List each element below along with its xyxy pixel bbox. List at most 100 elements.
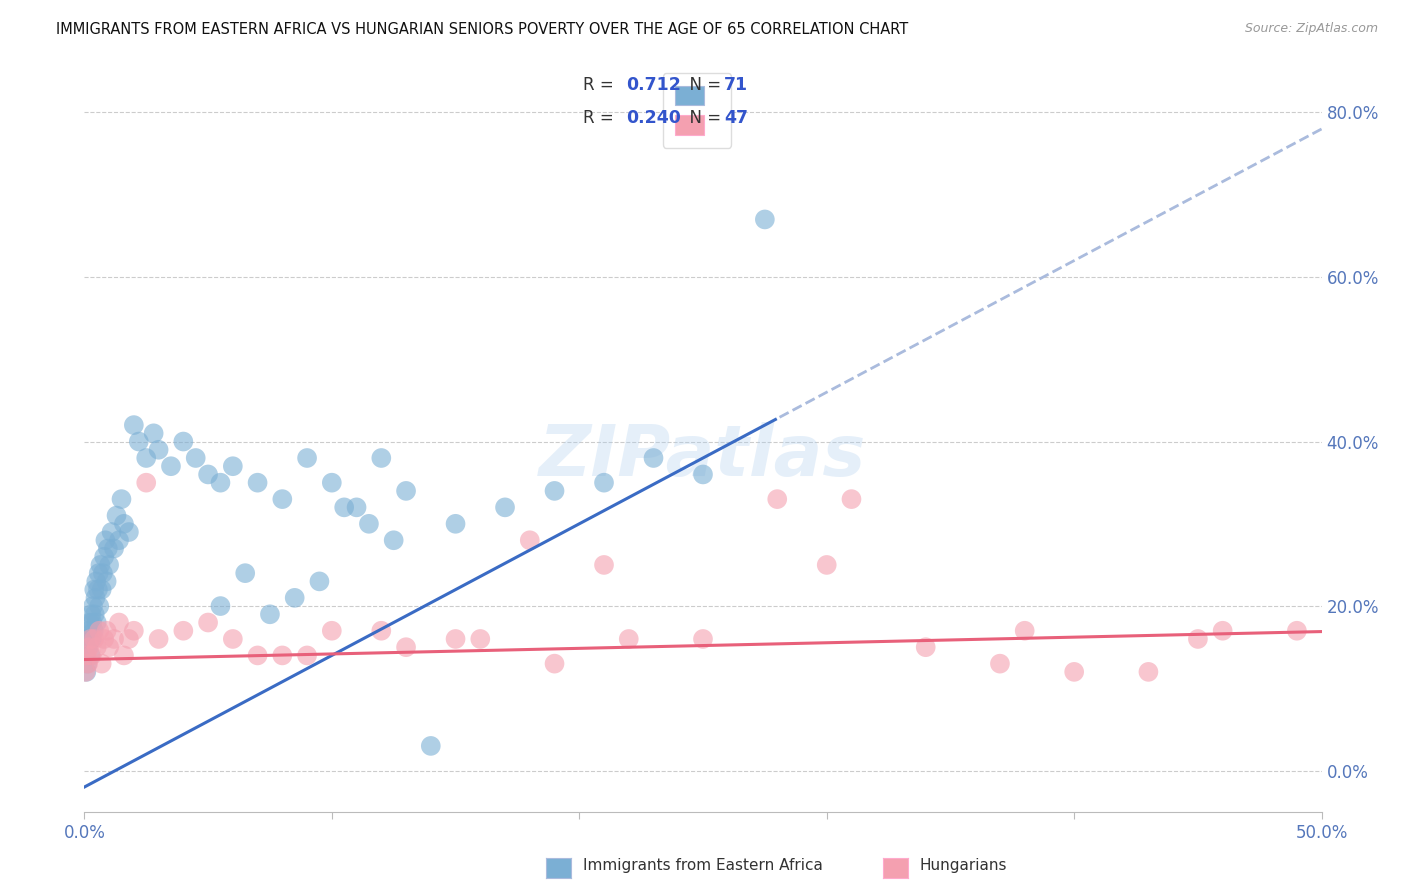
Point [79, 615, 101, 630]
Point [94, 533, 117, 548]
Point [470, 632, 492, 646]
Point [122, 624, 145, 638]
Point [142, 426, 165, 441]
Point [83, 582, 105, 597]
Point [754, 212, 776, 227]
Point [1212, 624, 1234, 638]
Point [77, 657, 100, 671]
Point [519, 533, 541, 548]
Point [914, 640, 936, 655]
Point [692, 632, 714, 646]
Point [103, 541, 125, 556]
Point [370, 450, 392, 465]
Point [617, 632, 640, 646]
Point [77, 624, 100, 638]
Point [128, 434, 150, 449]
Point [148, 632, 170, 646]
Point [108, 615, 131, 630]
Point [82, 615, 104, 630]
Point [75, 665, 97, 679]
Point [83, 624, 105, 638]
Point [105, 508, 128, 523]
Point [98, 558, 121, 572]
Point [160, 459, 183, 474]
Point [197, 467, 219, 482]
Text: R =: R = [583, 109, 620, 127]
Point [75, 648, 97, 663]
Point [108, 533, 131, 548]
Point [988, 657, 1011, 671]
Point [80, 648, 103, 663]
Point [96, 574, 118, 589]
Point [284, 591, 307, 605]
Point [233, 566, 256, 581]
Point [93, 549, 115, 564]
Point [79, 632, 101, 646]
Point [86, 640, 108, 655]
Text: 0.240: 0.240 [626, 109, 681, 127]
Text: Source: ZipAtlas.com: Source: ZipAtlas.com [1244, 22, 1378, 36]
Point [89, 624, 111, 638]
Point [84, 591, 107, 605]
Point [98, 640, 121, 655]
Point [295, 450, 318, 465]
Point [1187, 632, 1209, 646]
Point [96, 624, 118, 638]
Point [135, 475, 157, 490]
Point [148, 442, 170, 457]
Point [1014, 624, 1036, 638]
Text: ZIPatlas: ZIPatlas [540, 422, 866, 491]
Point [184, 450, 207, 465]
Point [419, 739, 441, 753]
Point [90, 657, 112, 671]
Point [246, 648, 269, 663]
Point [82, 599, 104, 613]
Point [89, 599, 111, 613]
Point [76, 632, 98, 646]
Point [79, 632, 101, 646]
Point [197, 615, 219, 630]
Point [271, 492, 294, 507]
Point [77, 640, 100, 655]
Point [308, 574, 330, 589]
Point [91, 566, 114, 581]
Point [382, 533, 405, 548]
Point [112, 516, 135, 531]
Point [76, 657, 98, 671]
Point [444, 516, 467, 531]
Point [295, 648, 318, 663]
Point [83, 607, 105, 622]
Point [135, 450, 157, 465]
Point [494, 500, 516, 515]
Point [222, 632, 245, 646]
Point [83, 632, 105, 646]
Point [80, 607, 103, 622]
Point [86, 615, 108, 630]
Point [1137, 665, 1160, 679]
Text: Hungarians: Hungarians [920, 858, 1007, 872]
Point [90, 582, 112, 597]
Point [222, 459, 245, 474]
Point [841, 492, 863, 507]
Point [110, 492, 132, 507]
Point [543, 657, 565, 671]
Point [97, 541, 120, 556]
Point [172, 624, 194, 638]
Point [87, 582, 110, 597]
Point [643, 450, 665, 465]
Point [209, 599, 232, 613]
Point [118, 632, 141, 646]
Point [333, 500, 356, 515]
Point [346, 500, 368, 515]
Text: 0.712: 0.712 [626, 76, 681, 94]
Text: N =: N = [679, 109, 727, 127]
Point [259, 607, 281, 622]
Point [766, 492, 789, 507]
Text: 47: 47 [724, 109, 748, 127]
Point [172, 434, 194, 449]
Point [1285, 624, 1308, 638]
Point [593, 475, 616, 490]
Point [593, 558, 616, 572]
Point [75, 665, 97, 679]
Point [357, 516, 380, 531]
